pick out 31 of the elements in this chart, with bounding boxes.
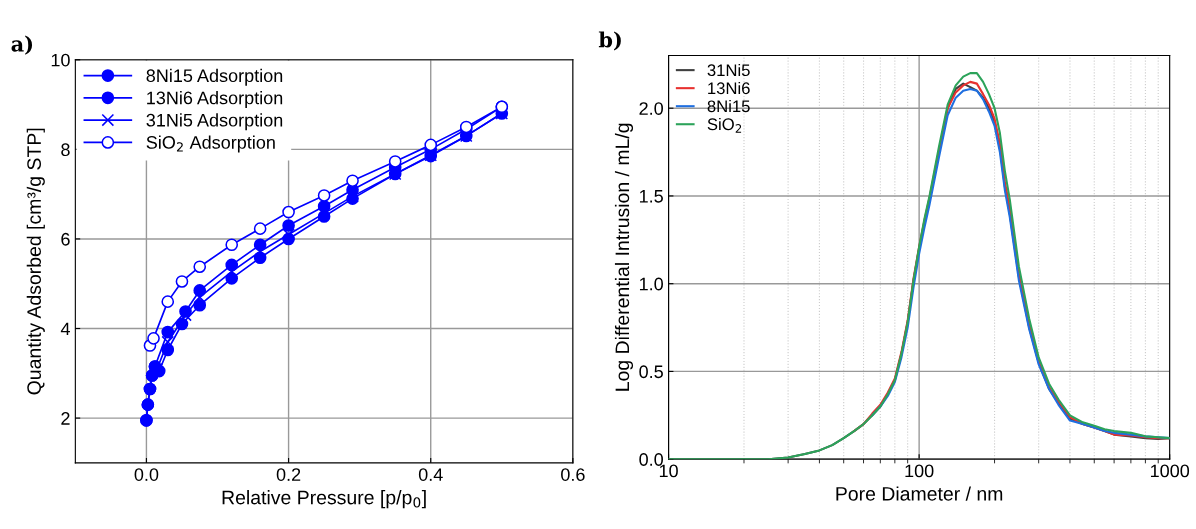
- y-axis-title: Log Differential Intrusion / mL/g: [614, 123, 634, 391]
- legend-label: 31Ni5: [707, 63, 750, 77]
- chart-title: b): [598, 31, 621, 51]
- y-tick-label: 0.0: [639, 453, 663, 466]
- legend-label: 8Ni15: [707, 99, 750, 113]
- x-tick-label: 0.4: [418, 468, 443, 481]
- x-tick-label: 0.2: [276, 468, 301, 481]
- legend-label: SiO$_{2}$: [707, 117, 742, 133]
- legend-label: 31Ni5 Adsorption: [146, 113, 283, 131]
- legend-label: SiO$_{2}$ Adsorption: [146, 135, 275, 153]
- x-tick-label: 10: [659, 464, 678, 478]
- y-tick-label: 8: [61, 143, 70, 157]
- legend-label: 8Ni15 Adsorption: [146, 68, 283, 86]
- chart-title: a): [11, 35, 33, 55]
- x-axis-title: Relative Pressure [p/p$_{0}$]: [222, 490, 426, 509]
- x-axis-title: Pore Diameter / nm: [836, 486, 1003, 501]
- y-tick-label: 6: [61, 232, 70, 246]
- y-tick-label: 2.0: [639, 102, 663, 115]
- y-tick-label: 2: [61, 412, 70, 425]
- x-tick-label: 1000: [1150, 464, 1190, 478]
- legend-label: 13Ni6 Adsorption: [147, 91, 283, 108]
- x-tick-label: 0.0: [134, 468, 159, 481]
- y-tick-label: 1.0: [639, 277, 663, 291]
- y-tick-label: 0.5: [639, 365, 663, 379]
- y-tick-label: 4: [60, 322, 70, 336]
- y-tick-label: 1.5: [639, 190, 663, 203]
- y-tick-label: 10: [51, 53, 70, 67]
- x-tick-label: 0.6: [561, 468, 585, 481]
- y-axis-title: Quantity Adsorbed [cm³/g STP]: [26, 128, 45, 395]
- legend-label: 13Ni6: [708, 81, 750, 95]
- x-tick-label: 100: [905, 464, 934, 478]
